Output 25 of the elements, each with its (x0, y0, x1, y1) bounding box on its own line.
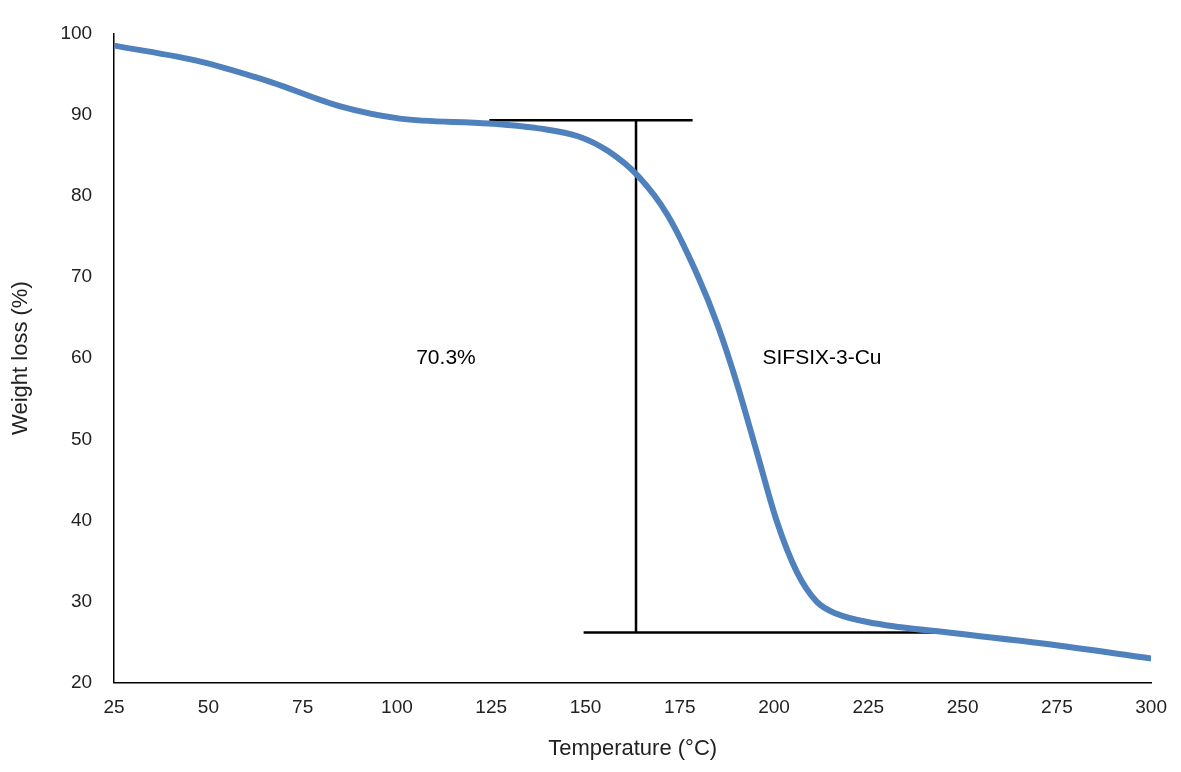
y-tick-label: 20 (70, 671, 93, 693)
x-tick-label: 275 (1041, 696, 1073, 718)
x-tick-label: 75 (292, 696, 314, 718)
x-tick-label: 225 (852, 696, 885, 718)
x-tick-label: 50 (197, 696, 219, 718)
y-axis-title: Weight loss (%) (7, 281, 33, 435)
x-tick-label: 300 (1135, 696, 1167, 718)
x-tick-label: 125 (475, 696, 508, 718)
x-tick-label: 200 (758, 696, 790, 718)
series-label: SIFSIX-3-Cu (762, 344, 882, 368)
x-tick-label: 250 (946, 696, 979, 718)
y-tick-label: 80 (70, 183, 93, 205)
y-tick-label: 60 (70, 346, 93, 368)
x-tick-label: 175 (663, 696, 696, 718)
y-tick-label: 40 (70, 508, 93, 530)
x-tick-label: 100 (381, 696, 413, 718)
annotation: 70.3% (416, 344, 476, 368)
y-tick-label: 50 (70, 427, 93, 449)
x-axis-title: Temperature (°C) (548, 734, 718, 760)
x-tick-label: 25 (103, 696, 125, 718)
y-tick-label: 70 (70, 265, 93, 287)
x-tick-label: 150 (569, 696, 602, 718)
y-tick-label: 90 (70, 102, 93, 124)
y-tick-label: 30 (70, 589, 93, 611)
y-tick-label: 100 (60, 21, 93, 43)
